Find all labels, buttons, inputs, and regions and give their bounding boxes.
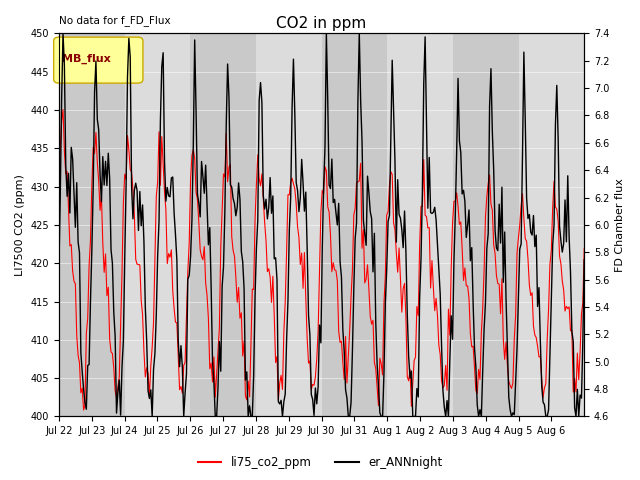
Bar xyxy=(190,33,256,417)
Bar xyxy=(321,33,387,417)
Text: No data for f_FD_Flux: No data for f_FD_Flux xyxy=(59,15,170,25)
FancyBboxPatch shape xyxy=(54,37,143,83)
Title: CO2 in ppm: CO2 in ppm xyxy=(276,16,367,31)
Text: MB_flux: MB_flux xyxy=(61,54,110,64)
Y-axis label: FD Chamber flux: FD Chamber flux xyxy=(615,178,625,272)
Legend: li75_co2_ppm, er_ANNnight: li75_co2_ppm, er_ANNnight xyxy=(193,452,447,474)
Bar xyxy=(59,33,125,417)
Bar xyxy=(453,33,518,417)
Y-axis label: LI7500 CO2 (ppm): LI7500 CO2 (ppm) xyxy=(15,174,25,276)
